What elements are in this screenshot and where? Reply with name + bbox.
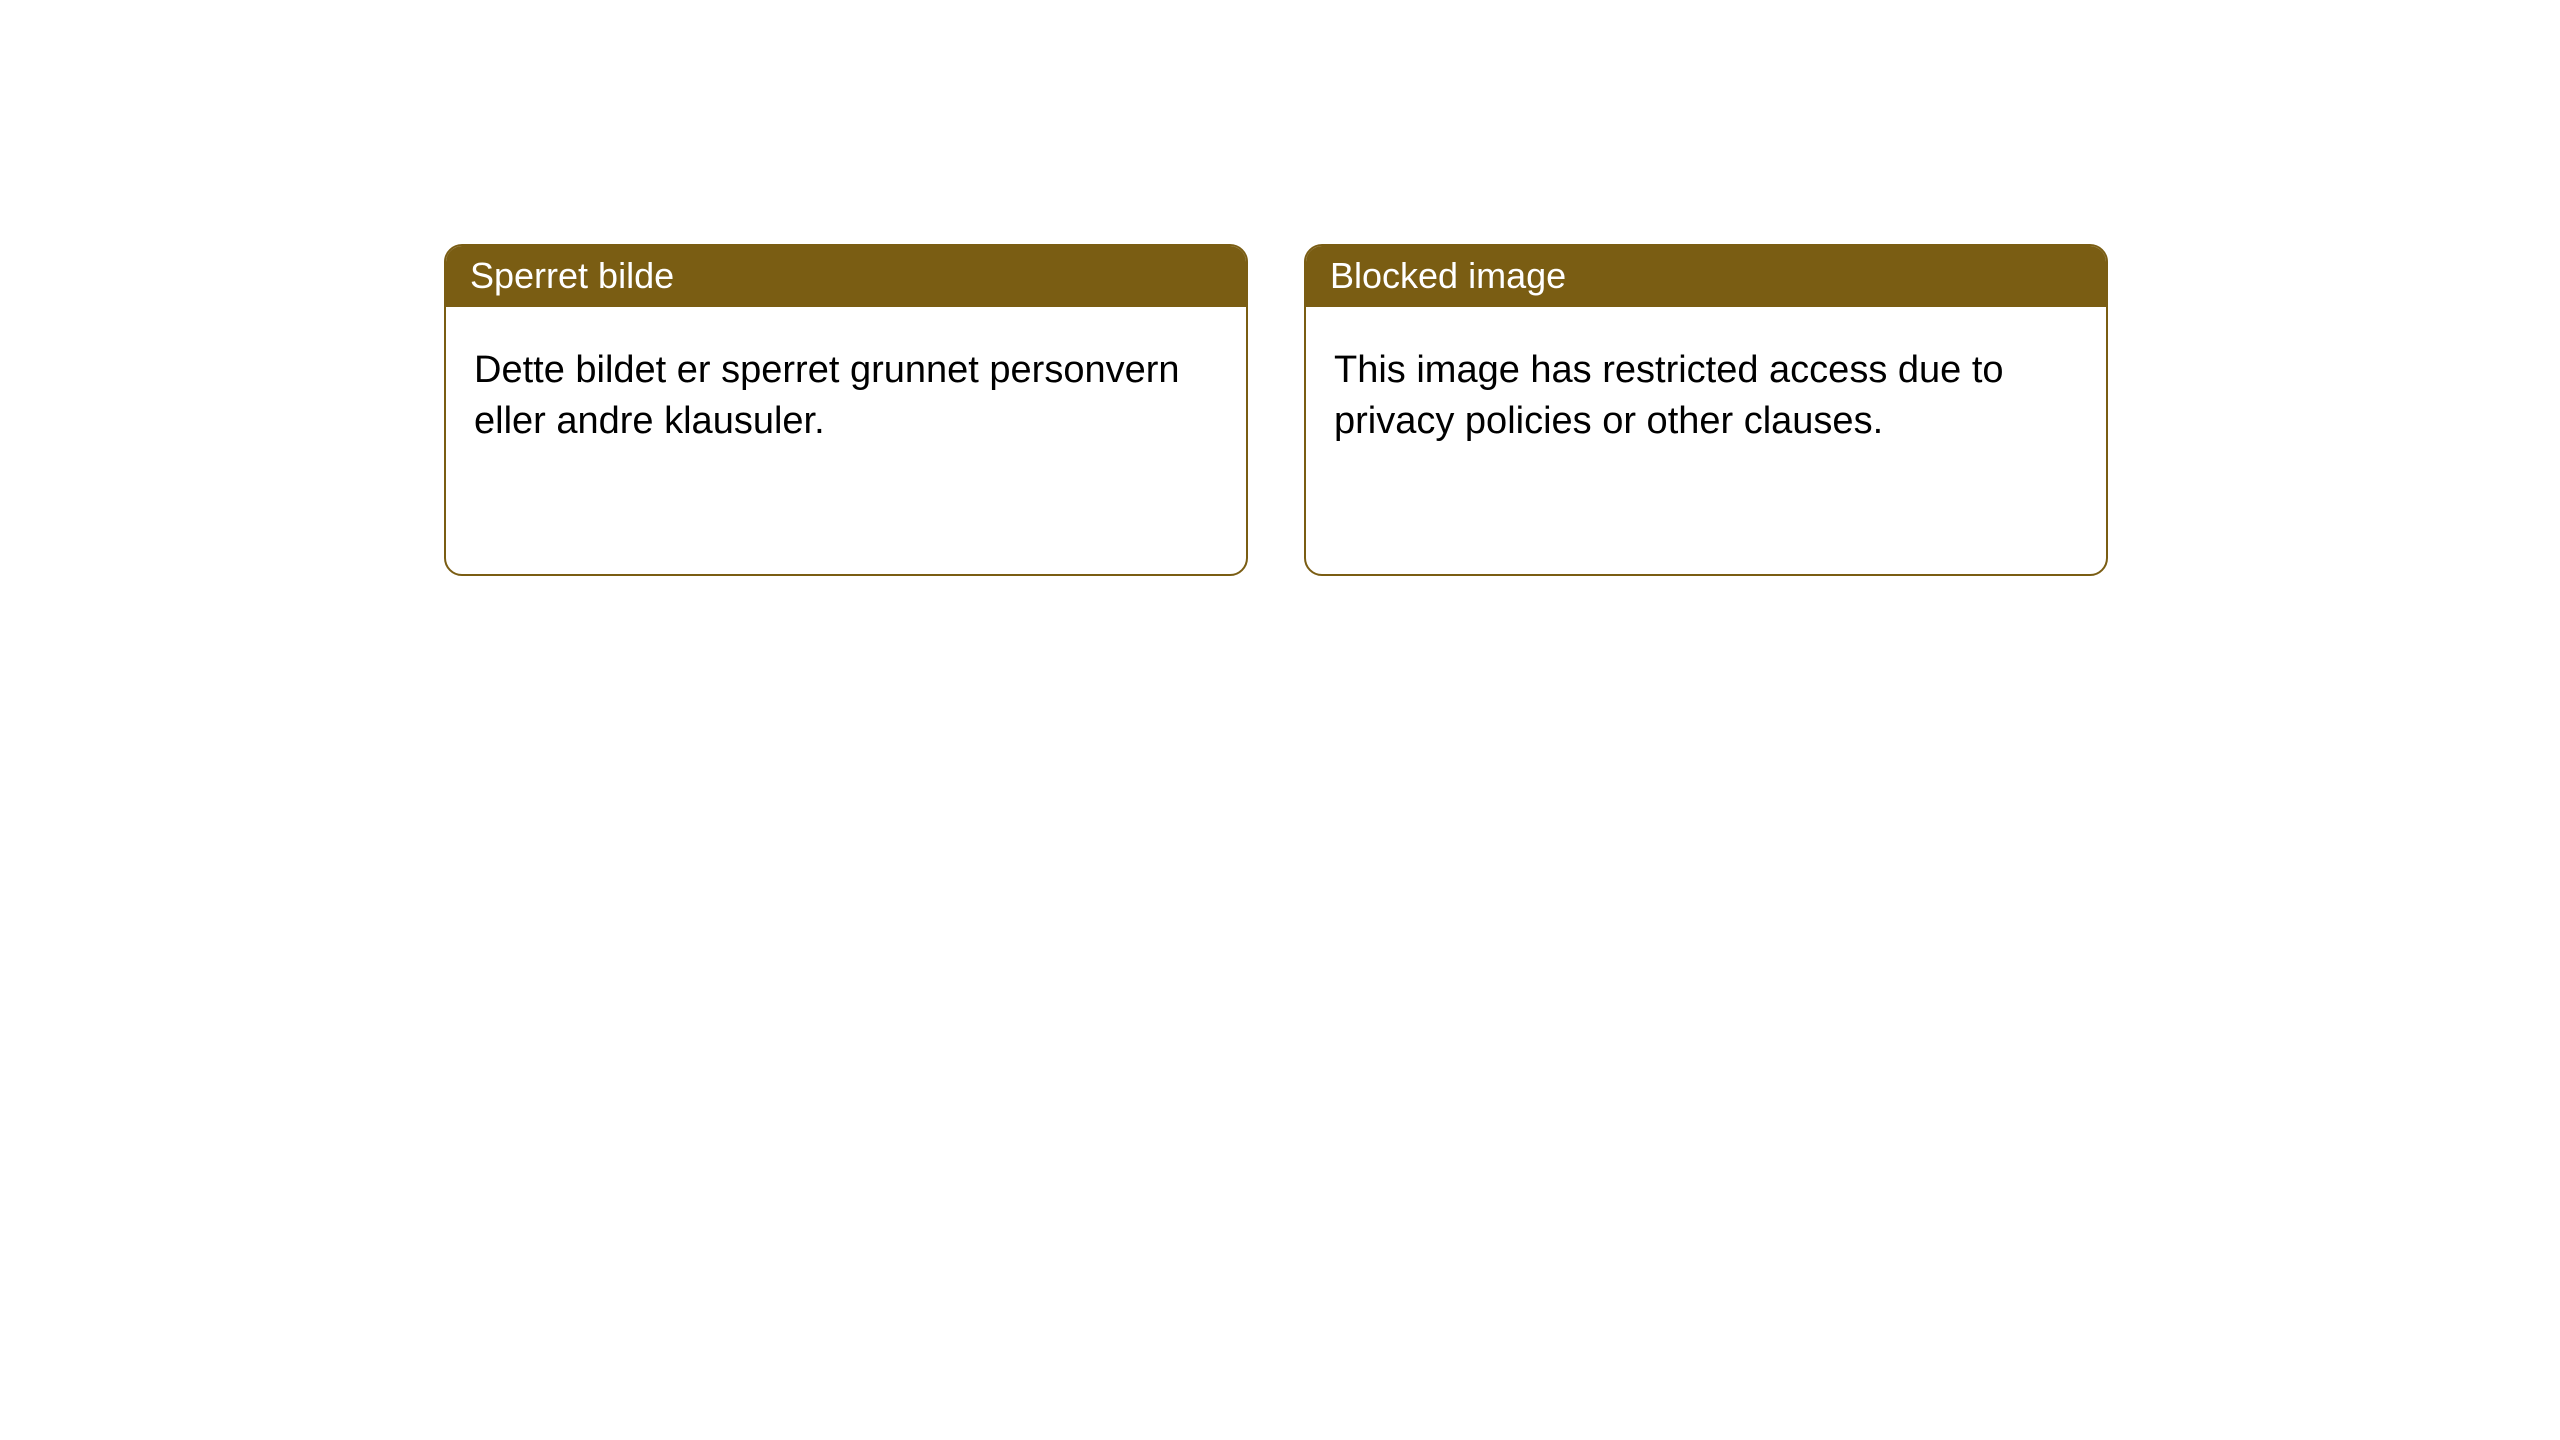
notice-body: Dette bildet er sperret grunnet personve… [446, 307, 1246, 476]
notice-body: This image has restricted access due to … [1306, 307, 2106, 476]
notice-header: Blocked image [1306, 246, 2106, 307]
notice-card-english: Blocked image This image has restricted … [1304, 244, 2108, 576]
notice-container: Sperret bilde Dette bildet er sperret gr… [0, 0, 2560, 576]
notice-card-norwegian: Sperret bilde Dette bildet er sperret gr… [444, 244, 1248, 576]
notice-header: Sperret bilde [446, 246, 1246, 307]
